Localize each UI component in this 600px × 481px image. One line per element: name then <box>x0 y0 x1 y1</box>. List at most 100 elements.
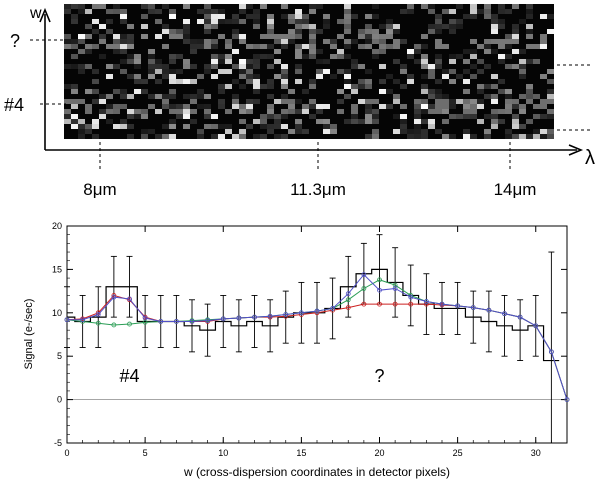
noise-pixel <box>204 44 211 49</box>
noise-pixel <box>204 109 211 114</box>
noise-pixel <box>183 79 190 84</box>
noise-pixel <box>519 49 526 54</box>
noise-pixel <box>148 74 155 79</box>
noise-pixel <box>498 109 505 114</box>
noise-pixel <box>169 29 176 34</box>
noise-pixel <box>183 34 190 39</box>
noise-pixel <box>141 89 148 94</box>
noise-pixel <box>386 34 393 39</box>
noise-pixel <box>134 109 141 114</box>
noise-pixel <box>127 134 134 139</box>
noise-pixel <box>85 124 92 129</box>
noise-pixel <box>379 24 386 29</box>
noise-pixel <box>239 109 246 114</box>
noise-pixel <box>106 104 113 109</box>
noise-pixel <box>351 84 358 89</box>
noise-pixel <box>288 89 295 94</box>
noise-pixel <box>120 89 127 94</box>
noise-pixel <box>274 119 281 124</box>
noise-pixel <box>323 24 330 29</box>
noise-pixel <box>176 79 183 84</box>
noise-pixel <box>442 69 449 74</box>
series-line-3 <box>67 273 568 400</box>
noise-pixel <box>92 99 99 104</box>
noise-pixel <box>92 19 99 24</box>
noise-pixel <box>470 64 477 69</box>
noise-pixel <box>435 24 442 29</box>
noise-pixel <box>393 94 400 99</box>
noise-pixel <box>176 34 183 39</box>
noise-pixel <box>260 4 267 9</box>
noise-pixel <box>449 19 456 24</box>
noise-pixel <box>428 29 435 34</box>
noise-pixel <box>253 119 260 124</box>
noise-pixel <box>400 9 407 14</box>
series-point-3 <box>455 303 461 309</box>
noise-pixel <box>253 99 260 104</box>
noise-pixel <box>183 29 190 34</box>
noise-pixel <box>211 44 218 49</box>
noise-pixel <box>393 39 400 44</box>
noise-pixel <box>477 104 484 109</box>
noise-pixel <box>64 44 71 49</box>
noise-pixel <box>435 44 442 49</box>
noise-pixel <box>330 39 337 44</box>
noise-pixel <box>92 4 99 9</box>
noise-pixel <box>547 129 554 134</box>
noise-pixel <box>400 64 407 69</box>
noise-pixel <box>463 99 470 104</box>
noise-pixel <box>176 109 183 114</box>
noise-pixel <box>127 114 134 119</box>
noise-pixel <box>330 74 337 79</box>
noise-pixel <box>400 39 407 44</box>
noise-pixel <box>267 24 274 29</box>
noise-pixel <box>428 74 435 79</box>
noise-pixel <box>120 49 127 54</box>
noise-pixel <box>505 94 512 99</box>
noise-pixel <box>505 109 512 114</box>
noise-pixel <box>323 19 330 24</box>
y-tick-label: 20 <box>52 221 62 231</box>
series-step-line <box>67 268 560 362</box>
noise-pixel <box>162 44 169 49</box>
noise-pixel <box>162 134 169 139</box>
noise-pixel <box>120 119 127 124</box>
noise-pixel <box>78 39 85 44</box>
noise-pixel <box>372 129 379 134</box>
noise-pixel <box>512 99 519 104</box>
noise-pixel <box>267 54 274 59</box>
noise-pixel <box>120 39 127 44</box>
noise-pixel <box>519 69 526 74</box>
noise-pixel <box>435 54 442 59</box>
x-tick-label: 10 <box>218 448 228 458</box>
noise-pixel <box>309 39 316 44</box>
noise-pixel <box>141 24 148 29</box>
series-point-2 <box>95 320 101 326</box>
noise-pixel <box>148 69 155 74</box>
noise-pixel <box>484 64 491 69</box>
noise-pixel <box>477 69 484 74</box>
noise-pixel <box>526 59 533 64</box>
noise-pixel <box>386 19 393 24</box>
series-point-3 <box>377 287 382 293</box>
noise-pixel <box>428 124 435 129</box>
noise-pixel <box>393 29 400 34</box>
noise-pixel <box>309 9 316 14</box>
series-point-3 <box>205 318 211 324</box>
noise-pixel <box>344 29 351 34</box>
noise-pixel <box>428 24 435 29</box>
noise-pixel <box>260 134 267 139</box>
noise-pixel <box>211 74 218 79</box>
annotation-unknown: ? <box>374 366 384 386</box>
noise-pixel <box>71 39 78 44</box>
noise-pixel <box>365 109 372 114</box>
noise-pixel <box>414 114 421 119</box>
noise-pixel <box>519 124 526 129</box>
noise-pixel <box>295 129 302 134</box>
noise-pixel <box>288 14 295 19</box>
noise-pixel <box>337 54 344 59</box>
noise-pixel <box>449 29 456 34</box>
noise-pixel <box>295 109 302 114</box>
series-point-3 <box>408 294 414 300</box>
